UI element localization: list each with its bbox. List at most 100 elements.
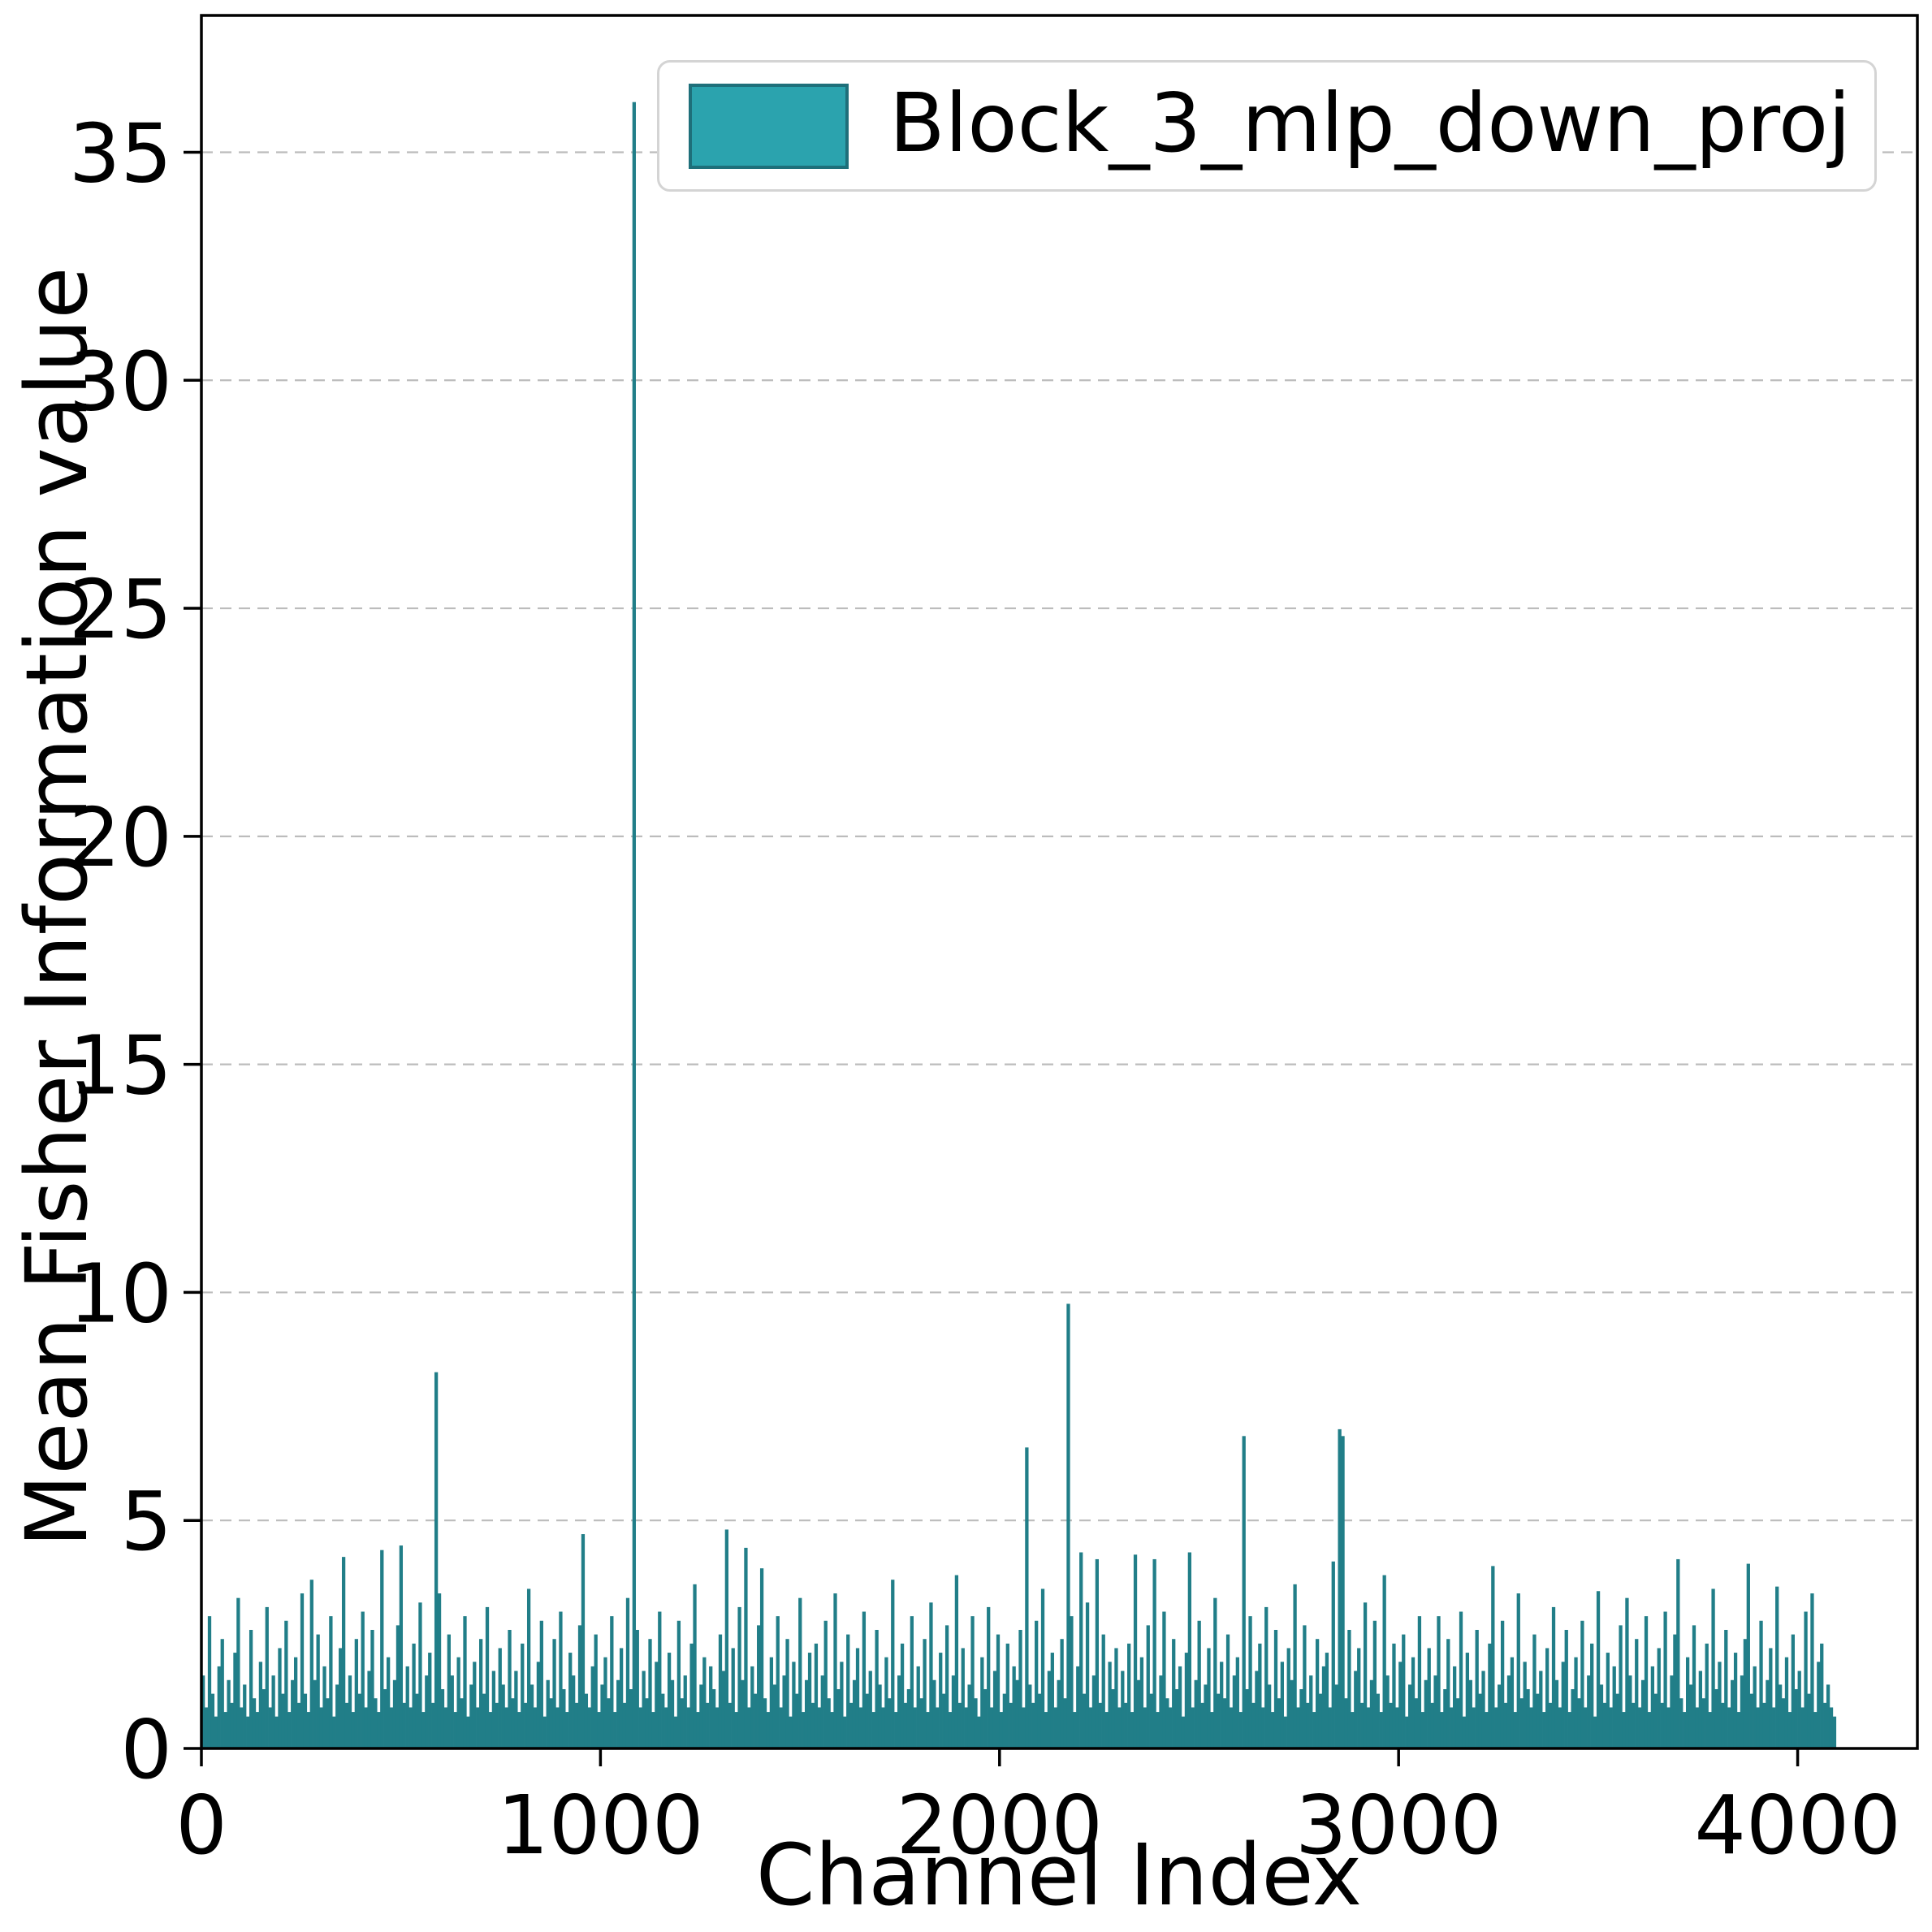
bar bbox=[1619, 1625, 1623, 1748]
bar bbox=[1564, 1629, 1568, 1748]
bar bbox=[750, 1666, 754, 1748]
bar bbox=[1044, 1712, 1048, 1748]
bar bbox=[1417, 1616, 1422, 1748]
bar bbox=[1475, 1629, 1479, 1748]
bar bbox=[919, 1698, 923, 1748]
bar bbox=[1057, 1679, 1061, 1748]
bar bbox=[542, 1716, 547, 1748]
bar bbox=[1376, 1693, 1380, 1748]
bar bbox=[1813, 1712, 1817, 1748]
bar bbox=[763, 1698, 767, 1748]
bar bbox=[460, 1698, 464, 1748]
bar bbox=[1635, 1639, 1639, 1748]
bar bbox=[1405, 1716, 1409, 1748]
bar bbox=[1746, 1563, 1750, 1748]
bar bbox=[473, 1662, 477, 1748]
bar bbox=[1807, 1693, 1811, 1748]
bar bbox=[1567, 1712, 1571, 1748]
bar bbox=[1663, 1611, 1667, 1748]
bar bbox=[875, 1629, 879, 1748]
bar bbox=[996, 1634, 1001, 1748]
bar bbox=[1407, 1684, 1412, 1748]
bar bbox=[261, 1688, 266, 1748]
bar bbox=[1366, 1707, 1371, 1748]
bar bbox=[1781, 1698, 1786, 1748]
bar bbox=[415, 1693, 419, 1748]
plot-border bbox=[200, 14, 1919, 1750]
bar bbox=[1382, 1575, 1386, 1748]
bar bbox=[1640, 1679, 1645, 1748]
bar bbox=[1424, 1679, 1428, 1748]
bar bbox=[421, 1712, 426, 1748]
bar bbox=[440, 1688, 445, 1748]
bar bbox=[823, 1620, 828, 1748]
bar bbox=[830, 1712, 834, 1748]
bar bbox=[1152, 1558, 1156, 1748]
bar bbox=[1318, 1693, 1323, 1748]
bar bbox=[1609, 1707, 1613, 1748]
bar bbox=[1389, 1702, 1393, 1748]
bar bbox=[316, 1634, 320, 1748]
bar bbox=[1488, 1643, 1492, 1748]
bar bbox=[731, 1648, 735, 1748]
bar bbox=[766, 1712, 771, 1748]
bar bbox=[431, 1702, 435, 1748]
bar bbox=[664, 1707, 668, 1748]
bar bbox=[536, 1662, 541, 1748]
bar bbox=[1363, 1602, 1368, 1748]
x-tick-label-4000: 4000 bbox=[1694, 1778, 1901, 1873]
bar bbox=[491, 1671, 496, 1748]
bar bbox=[1673, 1634, 1677, 1748]
bar bbox=[747, 1707, 751, 1748]
bar bbox=[932, 1679, 936, 1748]
bar bbox=[1031, 1702, 1035, 1748]
bar bbox=[1506, 1675, 1511, 1748]
bar bbox=[303, 1693, 308, 1748]
bar bbox=[693, 1584, 697, 1748]
bar bbox=[607, 1698, 611, 1748]
bar bbox=[648, 1639, 652, 1748]
bar bbox=[840, 1662, 844, 1748]
bar bbox=[361, 1611, 365, 1748]
bar bbox=[443, 1707, 448, 1748]
bar bbox=[929, 1602, 933, 1748]
bar bbox=[1708, 1712, 1712, 1748]
bar bbox=[1273, 1629, 1278, 1748]
bar bbox=[227, 1679, 231, 1748]
bar bbox=[1462, 1716, 1467, 1748]
bar bbox=[944, 1625, 949, 1748]
bar bbox=[463, 1616, 467, 1748]
bar bbox=[926, 1712, 930, 1748]
bar bbox=[1268, 1684, 1272, 1748]
bar bbox=[865, 1693, 869, 1748]
bar bbox=[597, 1712, 601, 1748]
bar bbox=[1804, 1611, 1808, 1748]
bar bbox=[1523, 1662, 1527, 1748]
bar bbox=[1554, 1679, 1559, 1748]
bar bbox=[1079, 1552, 1083, 1748]
bar bbox=[339, 1648, 343, 1748]
bar bbox=[1232, 1675, 1237, 1748]
bar bbox=[913, 1707, 917, 1748]
bar bbox=[223, 1712, 227, 1748]
bar bbox=[1073, 1712, 1077, 1748]
bar bbox=[1772, 1707, 1776, 1748]
bar bbox=[1181, 1716, 1186, 1748]
bar bbox=[402, 1702, 406, 1748]
bar bbox=[1660, 1702, 1664, 1748]
bar bbox=[711, 1688, 716, 1748]
bar bbox=[1050, 1653, 1054, 1748]
bar bbox=[1357, 1648, 1361, 1748]
bar bbox=[798, 1597, 802, 1748]
bar bbox=[1526, 1688, 1530, 1748]
bar bbox=[923, 1639, 927, 1748]
bar bbox=[1571, 1688, 1575, 1748]
bar bbox=[1194, 1679, 1198, 1748]
bar bbox=[1088, 1707, 1093, 1748]
bar bbox=[332, 1716, 336, 1748]
bar bbox=[1647, 1712, 1652, 1748]
bar bbox=[1797, 1671, 1801, 1748]
bar bbox=[1156, 1712, 1160, 1748]
bar bbox=[916, 1666, 920, 1748]
